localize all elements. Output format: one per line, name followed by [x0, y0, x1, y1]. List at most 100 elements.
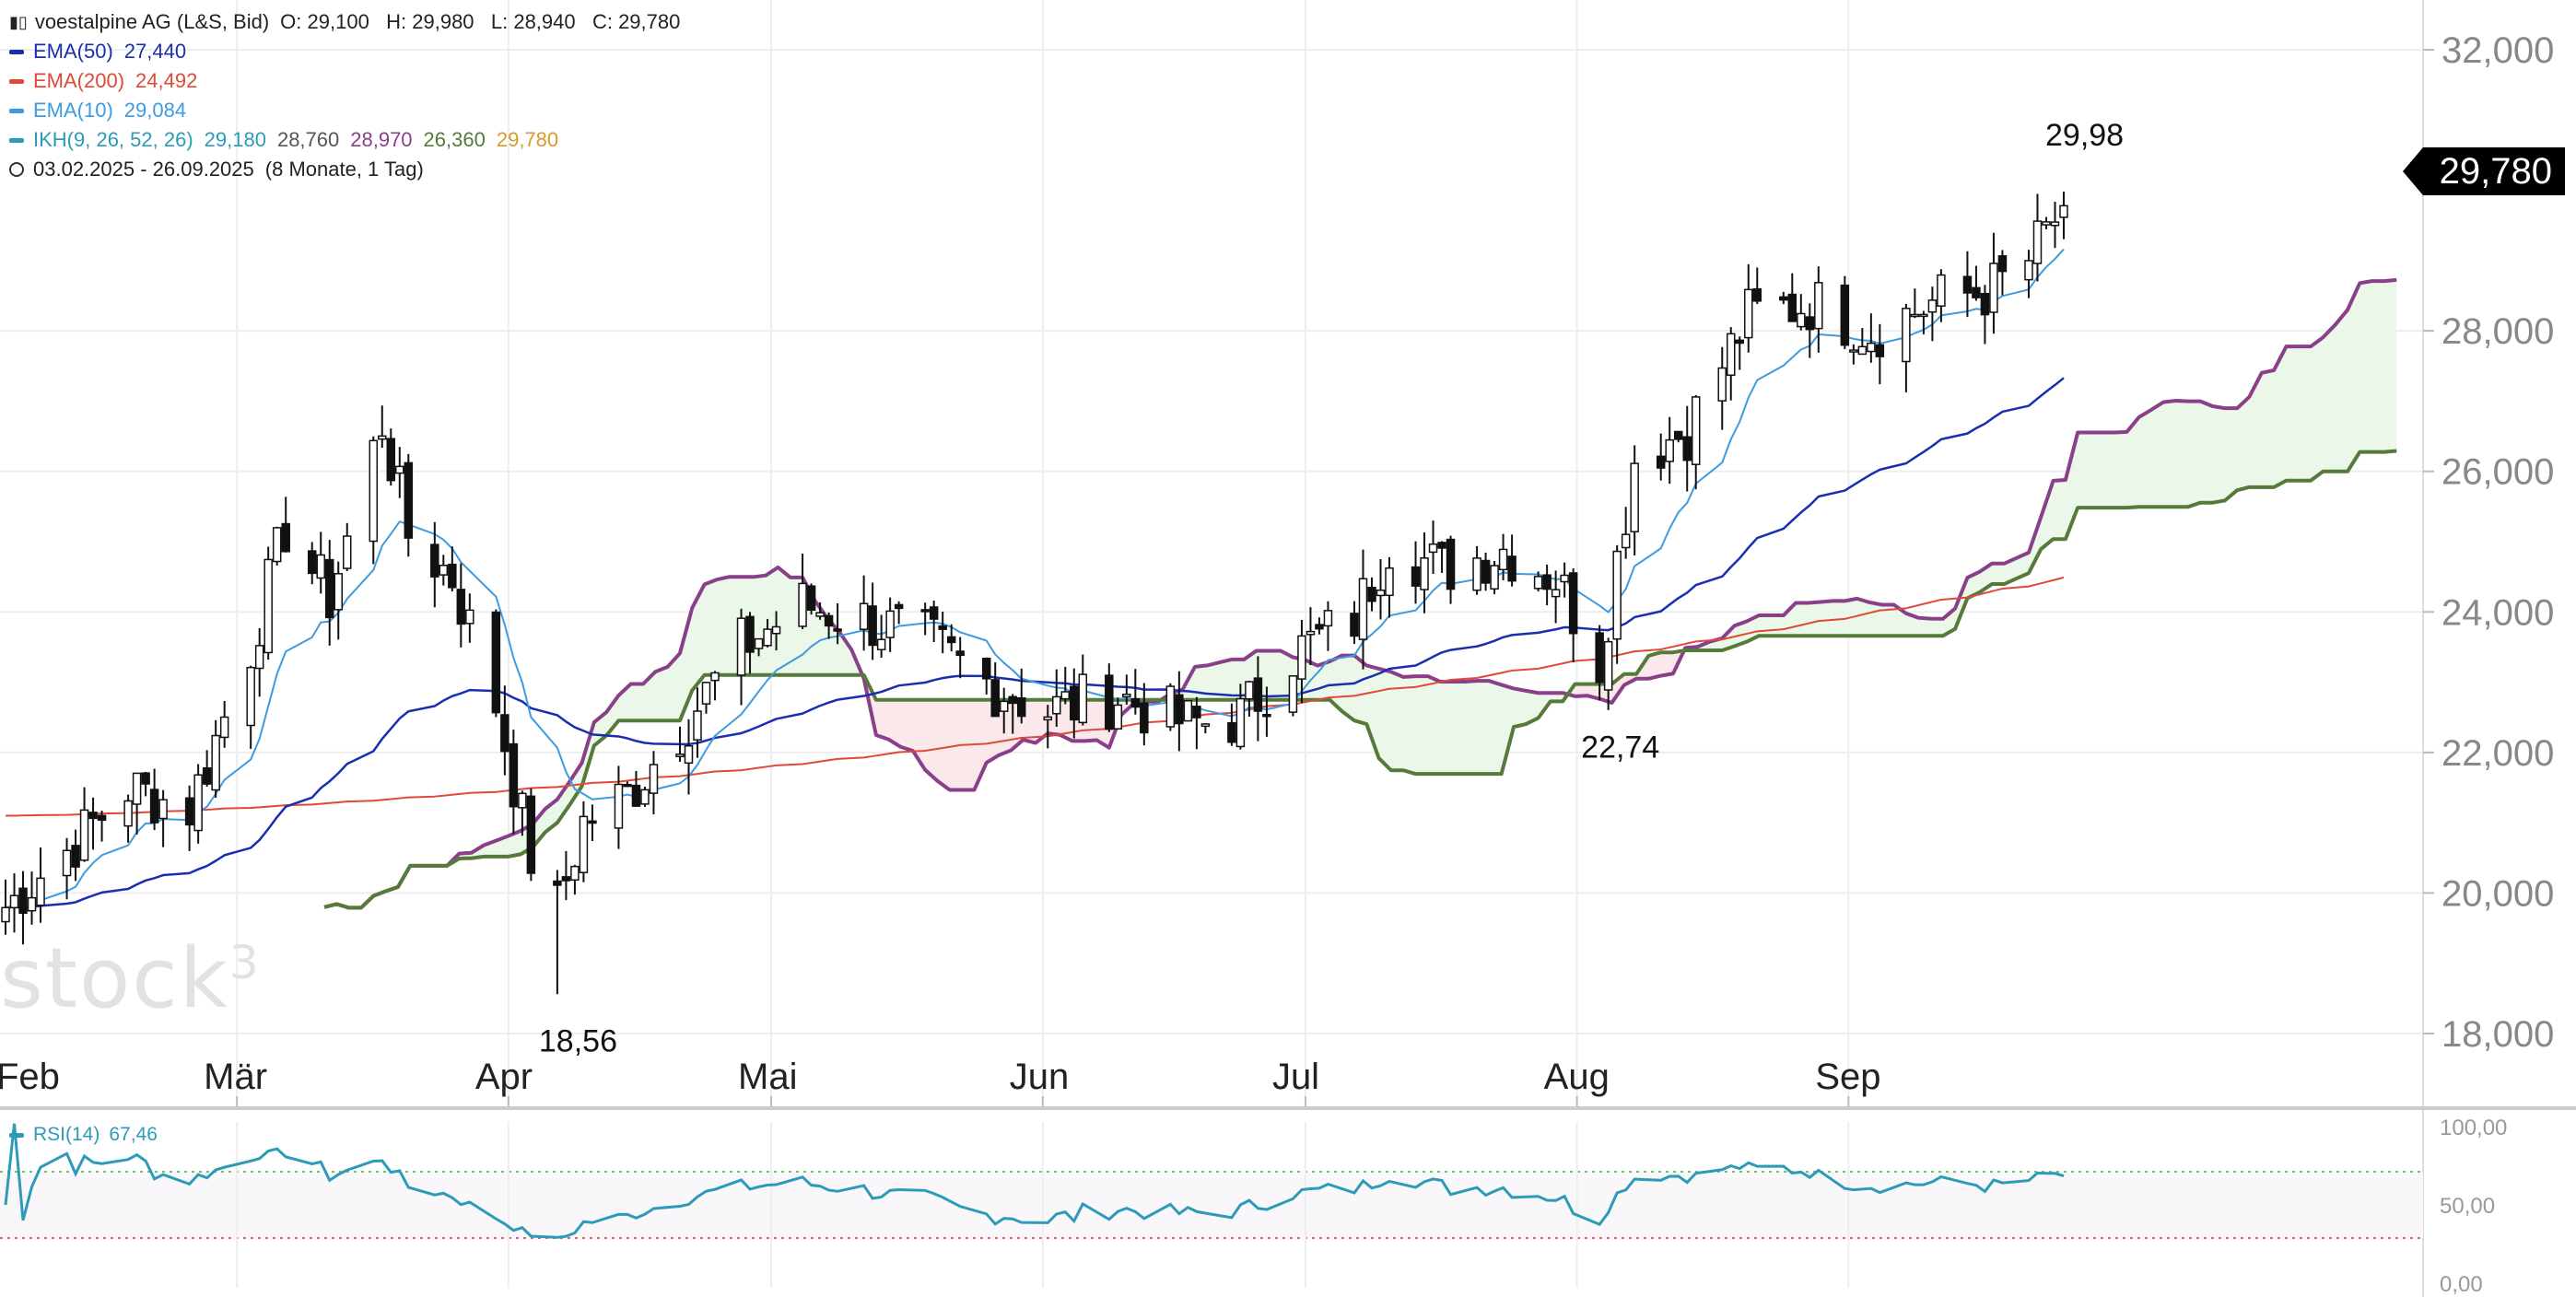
extreme-label: 22,74: [1581, 730, 1659, 765]
candle: [649, 751, 659, 815]
candle-body: [1498, 548, 1508, 571]
candle-body: [500, 714, 509, 753]
candle: [1130, 669, 1141, 715]
cloud-segment: [2212, 405, 2225, 503]
cloud-segment: [533, 809, 545, 847]
candle: [71, 829, 80, 882]
candle-body: [1902, 308, 1911, 363]
candle-body: [1560, 574, 1569, 583]
candle: [1849, 344, 1858, 365]
candle-body: [9, 894, 19, 909]
candle: [1542, 564, 1551, 606]
candle-body: [219, 716, 229, 739]
cloud-segment: [937, 699, 950, 790]
candle-body: [1288, 675, 1298, 713]
cloud-segment: [1060, 699, 1072, 742]
candle-body: [675, 754, 685, 758]
cloud-segment: [1378, 668, 1391, 771]
ikh-span-b: [323, 449, 2397, 910]
cloud-segment: [2016, 552, 2029, 579]
cloud-segment: [1868, 602, 1882, 637]
candle-body: [710, 672, 720, 682]
candle-body: [439, 565, 449, 576]
cloud-segment: [1341, 655, 1354, 721]
candle: [1997, 250, 2008, 296]
candle: [1350, 601, 1359, 645]
candle-body: [579, 815, 589, 873]
legend-ema10[interactable]: EMA(10) 29,084: [9, 96, 680, 125]
legend-ema50[interactable]: EMA(50) 27,440: [9, 37, 680, 66]
cloud-segment: [2041, 480, 2054, 550]
y-tick-label: 26,000: [2441, 452, 2554, 493]
candle-body: [1656, 455, 1666, 469]
candle-body: [1358, 578, 1368, 640]
candle-body: [981, 658, 991, 680]
candle-body: [184, 797, 194, 826]
candle: [246, 665, 255, 749]
cloud-segment: [1219, 659, 1232, 700]
cloud-segment: [839, 631, 852, 675]
candle-body: [386, 438, 396, 482]
cloud-segment: [2371, 281, 2384, 452]
candle: [1306, 607, 1316, 666]
ikh-label: IKH(9, 26, 52, 26): [33, 128, 193, 151]
candle: [97, 811, 107, 842]
cloud-segment: [1353, 655, 1367, 725]
candle: [1682, 405, 1692, 492]
cloud-segment: [679, 607, 693, 721]
candle-body: [263, 558, 273, 654]
x-tick-label: Feb: [0, 1057, 60, 1097]
candle-body: [2050, 221, 2060, 227]
rsi-tick-label: 50,00: [2440, 1194, 2495, 1219]
cloud-segment: [1501, 684, 1514, 775]
ema10-swatch: [9, 108, 24, 113]
candle-body: [1350, 613, 1359, 637]
cloud-segment: [1955, 578, 1968, 629]
legend-ikh[interactable]: IKH(9, 26, 52, 26) 29,180 28,760 28,970 …: [9, 125, 680, 155]
cloud-segment: [1415, 676, 1428, 775]
cloud-segment: [655, 666, 668, 721]
cloud-segment: [1464, 681, 1478, 775]
x-tick-label: Mai: [738, 1057, 797, 1097]
candle-body: [1140, 702, 1149, 734]
cloud-segment: [888, 699, 901, 747]
candle: [938, 612, 947, 654]
candle-body: [79, 809, 89, 861]
candle: [1481, 552, 1491, 591]
rsi-legend[interactable]: RSI(14) 67,46: [9, 1124, 158, 1146]
candle: [1875, 323, 1885, 385]
candle: [1060, 666, 1071, 705]
cloud-segment: [949, 699, 963, 790]
candle: [281, 497, 290, 553]
candle-body: [1787, 293, 1797, 322]
candle: [500, 685, 509, 776]
date-range: 03.02.2025 - 26.09.2025: [33, 158, 254, 181]
legend-symbol: ▮▯ voestalpine AG (L&S, Bid) O: 29,100 H…: [9, 7, 680, 37]
candle-body: [929, 606, 939, 620]
candle-body: [491, 611, 501, 714]
ema50-value: 27,440: [123, 40, 187, 63]
candle: [36, 847, 45, 923]
candle: [614, 765, 624, 849]
candle-body: [1428, 543, 1438, 554]
candle: [316, 532, 325, 594]
candle: [763, 618, 772, 648]
candle-body: [448, 563, 457, 589]
candle-body: [1, 906, 10, 923]
candle-body: [307, 550, 317, 575]
candle: [1008, 694, 1017, 734]
candle: [990, 662, 1000, 718]
candle: [771, 611, 781, 651]
cloud-segment: [814, 600, 827, 675]
candle: [1420, 532, 1429, 613]
cloud-segment: [556, 781, 570, 824]
cloud-segment: [1366, 665, 1379, 759]
rsi-value: 67,46: [109, 1124, 158, 1145]
candle-body: [1481, 559, 1491, 584]
candle: [1411, 541, 1421, 604]
legend-ema200[interactable]: EMA(200) 24,492: [9, 66, 680, 96]
candle-body: [1752, 287, 1762, 302]
candle: [1972, 265, 1981, 301]
candle-body: [920, 609, 930, 613]
